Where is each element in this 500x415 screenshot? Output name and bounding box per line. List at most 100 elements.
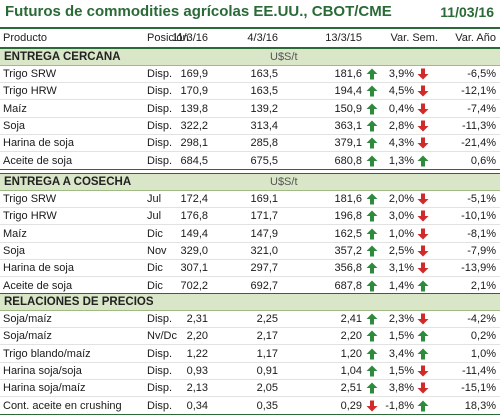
price-date-1: 329,0 <box>180 244 208 257</box>
position: Disp. <box>147 154 173 167</box>
arrow-up-icon <box>366 365 378 377</box>
position: Jul <box>147 193 162 205</box>
title-divider <box>0 27 500 29</box>
year-change: -15,1% <box>461 382 496 395</box>
year-change: 2,1% <box>470 279 496 292</box>
week-change: 1,4% <box>388 279 414 292</box>
table-row: Soja Nov 329,0 321,0 357,2 2,5% -7,9% <box>0 243 500 260</box>
week-change: 1,3% <box>388 154 414 167</box>
year-change: -10,1% <box>461 210 496 223</box>
arrow-up-icon <box>417 330 429 342</box>
header-divider <box>0 47 500 48</box>
price-date-1: 322,2 <box>180 119 208 132</box>
table-row: Harina de soja Dic 307,1 297,7 356,8 3,1% -13,… <box>0 260 500 278</box>
product-name: Harina soja/maíz <box>3 382 86 395</box>
week-change: 1,5% <box>388 364 414 377</box>
table-row: Harina soja/maíz Disp. 2,13 2,05 2,51 3,8% -15… <box>0 380 500 398</box>
product-name: Harina de soja <box>3 262 74 275</box>
price-date-3: 356,8 <box>334 262 362 275</box>
arrow-up-icon <box>366 210 378 222</box>
table-row: Trigo SRW Jul 172,4 169,1 181,6 2,0% -5,1% <box>0 191 500 208</box>
position: Nov <box>147 244 167 257</box>
table-row: Harina soja/soja Disp. 0,93 0,91 1,04 1,5% -11… <box>0 363 500 380</box>
price-date-2: 169,1 <box>250 193 278 205</box>
week-change: 2,8% <box>388 119 414 132</box>
year-change: -5,1% <box>467 193 496 205</box>
year-change: -21,4% <box>461 137 496 150</box>
arrow-down-icon <box>417 228 429 240</box>
price-date-2: 163,5 <box>250 85 278 98</box>
product-name: Trigo blando/maíz <box>3 347 91 360</box>
price-date-2: 692,7 <box>250 279 278 292</box>
section-title: ENTREGA CERCANA <box>4 51 121 63</box>
position: Jul <box>147 210 162 223</box>
week-change: 2,0% <box>388 193 414 205</box>
product-name: Aceite de soja <box>3 279 73 292</box>
position: Dic <box>147 262 163 275</box>
year-change: -11,4% <box>461 364 496 377</box>
section-unit: U$S/t <box>270 176 298 188</box>
price-date-3: 2,51 <box>340 382 362 395</box>
price-date-1: 684,5 <box>180 154 208 167</box>
product-name: Soja <box>3 244 26 257</box>
section-title: ENTREGA A COSECHA <box>4 176 132 188</box>
price-date-3: 196,8 <box>334 210 362 223</box>
year-change: -11,3% <box>461 119 496 132</box>
price-date-3: 2,20 <box>340 330 362 343</box>
year-change: -8,1% <box>467 227 496 240</box>
header-date-1: 11/3/16 <box>172 32 208 44</box>
product-name: Maíz <box>3 102 27 115</box>
price-date-2: 2,17 <box>256 330 278 343</box>
arrow-down-icon <box>417 85 429 97</box>
year-change: -4,2% <box>467 313 496 325</box>
week-change: 3,8% <box>388 382 414 395</box>
price-date-1: 170,9 <box>180 85 208 98</box>
position: Disp. <box>147 399 173 412</box>
year-change: -7,9% <box>467 244 496 257</box>
price-date-3: 379,1 <box>334 137 362 150</box>
arrow-up-icon <box>366 85 378 97</box>
arrow-down-icon <box>417 193 429 205</box>
price-date-1: 172,4 <box>180 193 208 205</box>
table-row: Cont. aceite en crushing Disp. 0,34 0,35 0,2… <box>0 398 500 415</box>
header-position: Posición <box>147 32 189 44</box>
price-date-1: 1,22 <box>186 347 208 360</box>
table-row: Maíz Disp. 139,8 139,2 150,9 0,4% -7,4% <box>0 101 500 118</box>
arrow-up-icon <box>366 330 378 342</box>
position: Disp. <box>147 137 173 150</box>
header-date-3: 13/3/15 <box>325 32 362 44</box>
position: Disp. <box>147 102 173 115</box>
year-change: -7,4% <box>467 102 496 115</box>
price-date-3: 0,29 <box>340 399 362 412</box>
header-date-2: 4/3/16 <box>247 32 278 44</box>
week-change: 0,4% <box>388 102 414 115</box>
product-name: Cont. aceite en crushing <box>3 399 122 412</box>
arrow-down-icon <box>417 313 429 325</box>
table-row: Harina de soja Disp. 298,1 285,8 379,1 4,3% -2… <box>0 135 500 153</box>
table-row: Soja Disp. 322,2 313,4 363,1 2,8% -11,3% <box>0 118 500 135</box>
report-date: 11/03/16 <box>440 4 494 20</box>
table-row: Maíz Dic 149,4 147,9 162,5 1,0% -8,1% <box>0 226 500 243</box>
product-name: Trigo HRW <box>3 85 57 98</box>
arrow-down-icon <box>417 382 429 394</box>
product-name: Trigo HRW <box>3 210 57 223</box>
position: Disp. <box>147 347 173 360</box>
price-date-1: 2,31 <box>186 313 208 325</box>
arrow-down-icon <box>417 68 429 80</box>
table-row: Trigo HRW Jul 176,8 171,7 196,8 3,0% -10,1% <box>0 208 500 226</box>
header-week-change: Var. Sem. <box>390 32 438 44</box>
product-name: Soja/maíz <box>3 313 52 325</box>
product-name: Harina soja/soja <box>3 364 82 377</box>
arrow-up-icon <box>366 348 378 360</box>
page-title: Futuros de commodities agrícolas EE.UU.,… <box>5 3 392 20</box>
week-change: 4,5% <box>388 85 414 98</box>
section-header: ENTREGA A COSECHA U$S/t <box>0 173 500 191</box>
arrow-up-icon <box>366 313 378 325</box>
column-header-row: Producto Posición 11/3/16 4/3/16 13/3/15… <box>0 29 500 48</box>
table-row: Soja/maíz Nv/Dc 2,20 2,17 2,20 1,5% 0,2% <box>0 328 500 346</box>
price-date-1: 2,13 <box>186 382 208 395</box>
arrow-down-icon <box>417 120 429 132</box>
year-change: 0,2% <box>470 330 496 343</box>
price-date-2: 2,05 <box>256 382 278 395</box>
arrow-up-icon <box>366 245 378 257</box>
